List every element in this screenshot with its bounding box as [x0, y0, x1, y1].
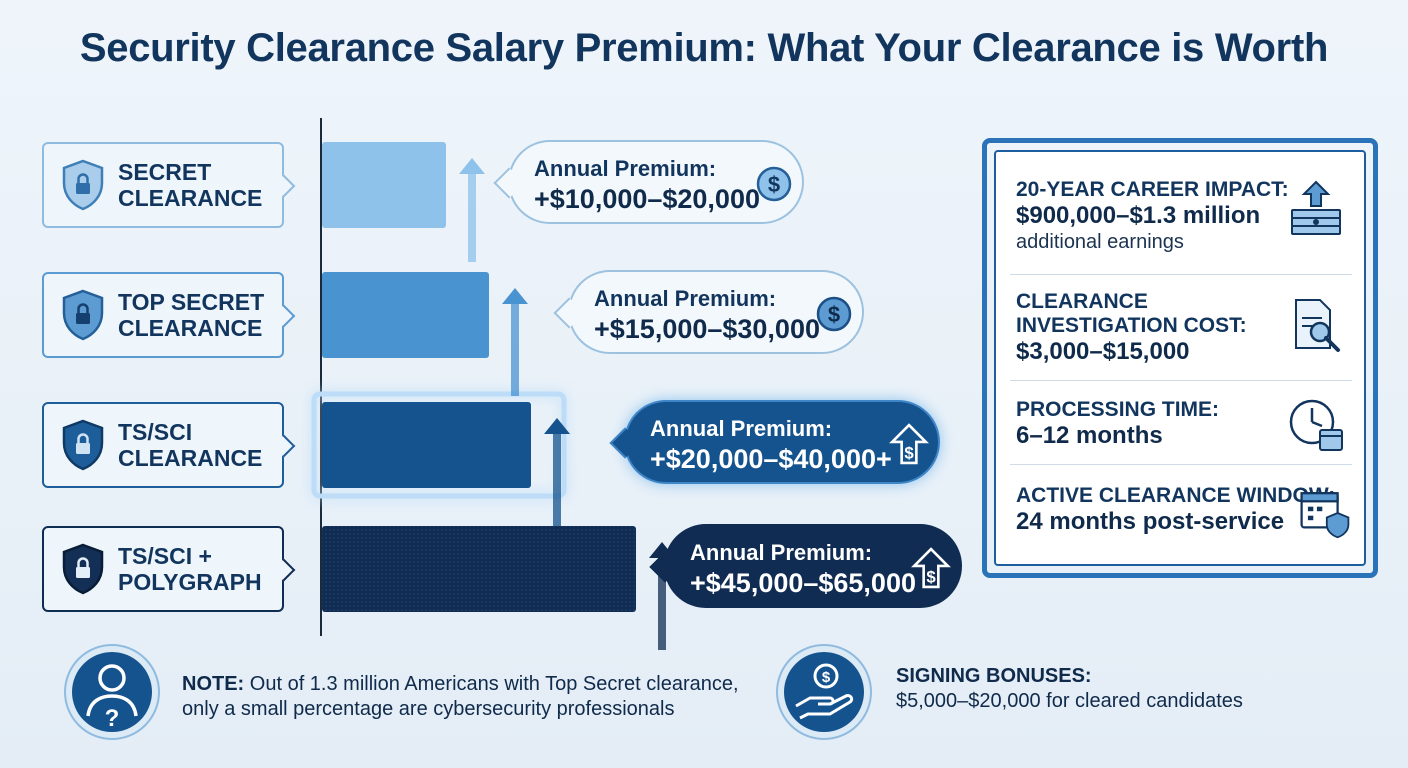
premium-label: Annual Premium: — [594, 286, 777, 311]
growth-arrow-head-1 — [502, 288, 528, 304]
premium-label: Annual Premium: — [650, 416, 833, 441]
bar-1 — [322, 272, 489, 358]
stat-heading: PROCESSING TIME: — [1016, 398, 1220, 421]
growth-arrow-head-0 — [459, 158, 485, 174]
stat-value: 6–12 months — [1016, 422, 1163, 449]
premium-label: Annual Premium: — [534, 156, 717, 181]
stat-value: $3,000–$15,000 — [1016, 338, 1190, 365]
bar-3 — [322, 526, 636, 612]
note-label: NOTE: — [182, 673, 245, 695]
svg-text:?: ? — [105, 705, 120, 732]
tier-label-secret: SECRET CLEARANCE — [42, 142, 284, 228]
panel-separator — [1010, 274, 1352, 275]
highlight-glow — [311, 391, 567, 499]
bonus-label: SIGNING BONUSES: — [896, 665, 1092, 687]
shield-lock-icon — [62, 159, 104, 211]
page-title: Security Clearance Salary Premium: What … — [79, 26, 1329, 70]
stats-panel: 20-YEAR CAREER IMPACT: $900,000–$1.3 mil… — [994, 150, 1366, 566]
svg-text:$: $ — [926, 568, 936, 587]
tier-name: TS/SCI + POLYGRAPH — [118, 543, 262, 595]
stat-heading: 20-YEAR CAREER IMPACT: — [1016, 178, 1289, 201]
calendar-shield-icon — [1300, 492, 1350, 539]
premium-label: Annual Premium: — [690, 540, 873, 565]
stat-value: $900,000–$1.3 million — [1016, 202, 1261, 229]
hand-coin-icon: $ — [776, 644, 872, 740]
note-line-1: Out of 1.3 million Americans with Top Se… — [244, 673, 739, 695]
dollar-coin-icon: $ — [816, 296, 852, 332]
stat-career-impact: 20-YEAR CAREER IMPACT: $900,000–$1.3 mil… — [1016, 178, 1346, 254]
tier-name: TOP SECRET CLEARANCE — [118, 289, 265, 341]
svg-text:$: $ — [822, 669, 831, 686]
premium-value: +$45,000–$65,000 — [690, 568, 916, 598]
shield-lock-icon — [62, 543, 104, 595]
stat-investigation-cost: CLEARANCE INVESTIGATION COST: $3,000–$15… — [1016, 290, 1346, 366]
bar-2 — [322, 402, 531, 488]
premium-value: +$10,000–$20,000 — [534, 184, 760, 214]
panel-separator — [1010, 464, 1352, 465]
panel-separator — [1010, 380, 1352, 381]
growth-arrow-shaft-3 — [658, 556, 666, 650]
stat-value: 24 months post-service — [1016, 508, 1285, 535]
dollar-up-arrow-icon: $ — [911, 547, 951, 589]
shield-lock-icon — [62, 419, 104, 471]
growth-arrow-head-2 — [544, 418, 570, 434]
bar-0 — [322, 142, 446, 228]
svg-text:$: $ — [904, 444, 914, 463]
document-search-icon — [1295, 299, 1340, 352]
stat-heading: ACTIVE CLEARANCE WINDOW: — [1016, 484, 1336, 507]
tier-label-ts-sci-polygraph: TS/SCI + POLYGRAPH — [42, 526, 284, 612]
premium-callout-top-secret: Annual Premium: +$15,000–$30,000 $ — [568, 270, 864, 354]
premium-value: +$15,000–$30,000 — [594, 314, 820, 344]
stats-panel-frame — [982, 138, 1378, 578]
premium-callout-secret: Annual Premium: +$10,000–$20,000 $ — [508, 140, 804, 224]
stat-heading: CLEARANCE INVESTIGATION COST: — [1016, 290, 1247, 337]
premium-callout-ts-sci-polygraph: Annual Premium: +$45,000–$65,000 $ — [664, 524, 962, 608]
money-stack-icon — [1291, 180, 1341, 235]
note-line-2: only a small percentage are cybersecurit… — [182, 698, 675, 720]
stat-processing-time: PROCESSING TIME: 6–12 months — [1016, 398, 1346, 450]
bonus-text: SIGNING BONUSES: $5,000–$20,000 for clea… — [896, 664, 1316, 714]
dollar-coin-icon: $ — [756, 166, 792, 202]
bonus-value: $5,000–$20,000 for cleared candidates — [896, 690, 1243, 712]
note-text: NOTE: Out of 1.3 million Americans with … — [182, 672, 762, 722]
tier-name: SECRET CLEARANCE — [118, 159, 263, 211]
stat-sub: additional earnings — [1016, 231, 1184, 253]
tier-label-ts-sci: TS/SCI CLEARANCE — [42, 402, 284, 488]
svg-text:$: $ — [828, 302, 840, 327]
tier-name: TS/SCI CLEARANCE — [118, 419, 263, 471]
y-axis-line — [320, 118, 322, 636]
dollar-up-arrow-icon: $ — [889, 423, 929, 465]
premium-value: +$20,000–$40,000+ — [650, 444, 892, 474]
tier-label-top-secret: TOP SECRET CLEARANCE — [42, 272, 284, 358]
person-question-icon: ? — [64, 644, 160, 740]
stat-active-window: ACTIVE CLEARANCE WINDOW: 24 months post-… — [1016, 484, 1346, 536]
svg-text:$: $ — [768, 172, 780, 197]
growth-arrow-shaft-0 — [468, 172, 476, 262]
premium-callout-ts-sci: Annual Premium: +$20,000–$40,000+ $ — [624, 400, 940, 484]
growth-arrow-shaft-1 — [511, 302, 519, 396]
clock-calendar-icon — [1289, 399, 1343, 451]
growth-arrow-shaft-2 — [553, 432, 561, 526]
shield-lock-icon — [62, 289, 104, 341]
